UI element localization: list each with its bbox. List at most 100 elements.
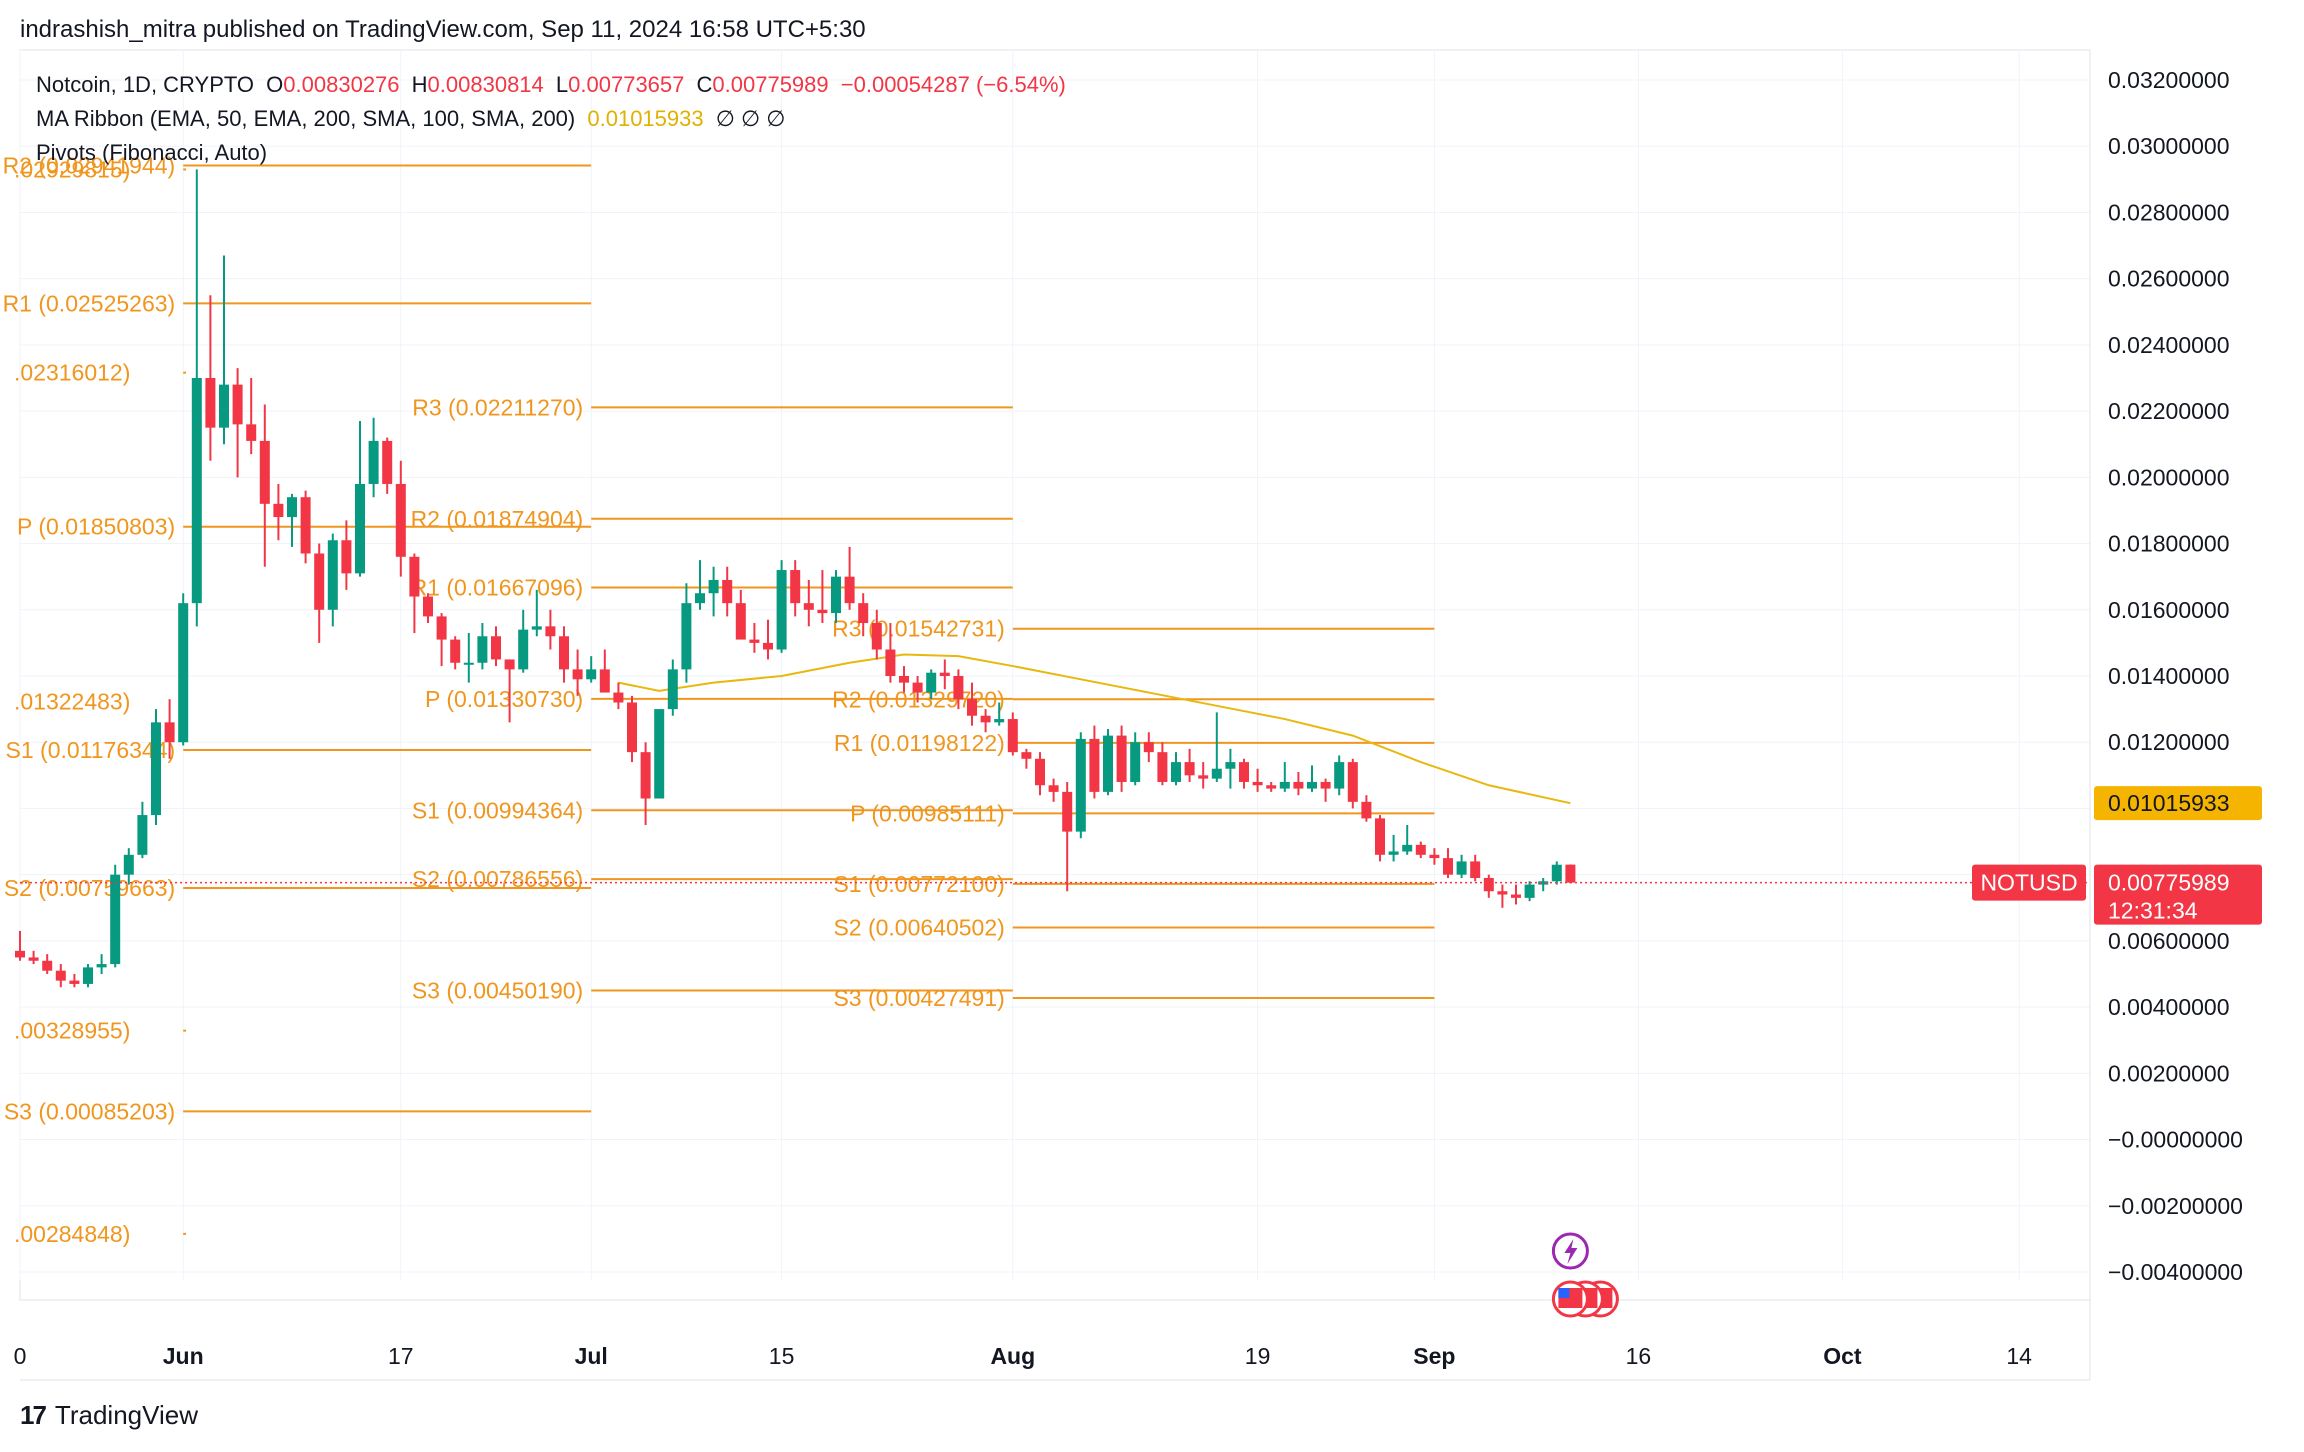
ma-ribbon-title: MA Ribbon (EMA, 50, EMA, 200, SMA, 100, … [36,106,576,131]
candle-body [708,579,719,594]
price-tick-label: 0.00600000 [2108,928,2230,954]
candle-body [1116,735,1127,782]
candle-body [55,970,66,981]
candle-body [599,669,610,693]
candle-body [1307,781,1317,789]
candle-body [1334,762,1345,789]
price-tick-label: 0.02800000 [2108,199,2230,225]
candle [1388,834,1399,862]
candle-body [1184,762,1195,776]
candle [1347,758,1358,809]
candle-body [1130,742,1141,782]
ma-ribbon-value: 0.01015933 [587,106,704,131]
candle-body [1375,818,1385,855]
candle [1103,728,1113,796]
candle [1361,795,1372,822]
price-tick-label: 0.01400000 [2108,663,2230,689]
candle-body [1007,719,1018,753]
time-tick-label: 14 [2006,1343,2032,1369]
candle [110,864,121,968]
candle-body [953,676,964,700]
price-tick-label: 0.01600000 [2108,597,2230,623]
candle [178,593,189,746]
pivot-label: S3 (0.00450190) [412,977,583,1003]
legend-symbol[interactable]: Notcoin, 1D, CRYPTO [36,72,255,97]
candle-body [994,719,1005,723]
candle [382,437,393,494]
candle-body [1035,758,1045,786]
candle [980,709,991,733]
candle [1048,778,1059,802]
candle [1211,712,1222,782]
time-tick-label: Jul [575,1343,608,1369]
candle-body [613,692,624,703]
candle-body [1225,762,1236,769]
candle [708,566,719,617]
symbol-tag-label: NOTUSD [1980,870,2077,896]
price-axis: 0.03200000 0.03000000 0.02800000 0.02600000… [2089,50,2243,1380]
candle [531,589,542,637]
candle [219,255,229,445]
candle-body [681,603,692,670]
candle-body [1266,785,1277,789]
pivot-label: .02316012) [14,360,130,386]
candle [803,579,814,627]
pivot-label: .00284848) [14,1221,130,1247]
candle [1239,758,1249,789]
legend-change: −0.00054287 (−6.54%) [840,72,1066,97]
candle-body [151,722,161,816]
candle [1307,765,1317,792]
time-axis: 0 Jun 17 Jul 15 Aug 19 Sep 16 Oct 14 [14,1343,2033,1369]
candle-body [980,715,991,723]
candle [1456,854,1467,878]
candle-body [559,636,569,670]
legend-close: 0.00775989 [712,72,829,97]
candle-body [695,593,705,604]
candle-body [627,702,637,753]
candle-body [1565,864,1576,883]
ma-layer [618,653,1571,805]
candle-body [1511,894,1521,898]
candle-body [1470,861,1481,878]
pivot-label: .02929815) [14,156,130,182]
candle [1511,884,1521,905]
candle-body [1062,791,1073,832]
candle-body [885,649,896,676]
candle [450,636,461,670]
candle-body [42,960,53,971]
candle [259,404,270,567]
candle [300,490,311,564]
time-tick-label: 0 [14,1343,27,1369]
candle [1130,732,1141,786]
candle-body [355,483,365,574]
candle [395,460,406,577]
candle-body [83,967,93,984]
price-tick-label: −0.00200000 [2108,1193,2243,1219]
tradingview-logo[interactable]: 17 TradingView [20,1400,198,1431]
candle [627,695,637,763]
candle [1035,752,1045,796]
candle [858,593,869,637]
candle [654,709,665,799]
legend-pivots[interactable]: Pivots (Fibonacci, Auto) [36,140,273,166]
pivot-label: S1 (0.00994364) [412,797,583,823]
candle [1443,848,1453,878]
ma-price-tag [2094,786,2262,821]
candle-body [926,672,937,693]
pivot-label: R1 (0.01198122) [834,730,1005,756]
candle [776,560,787,653]
legend-ma-ribbon[interactable]: MA Ribbon (EMA, 50, EMA, 200, SMA, 100, … [36,106,791,132]
candle-body [722,579,733,604]
legend-h-label: H [411,72,428,97]
time-tick-label: 19 [1245,1343,1271,1369]
candle-body [667,669,678,710]
candle-body [1320,781,1331,789]
pivot-label: R2 (0.01874904) [411,506,584,532]
candle-body [1021,752,1032,759]
candle [1279,762,1290,792]
pivots-title: Pivots (Fibonacci, Auto) [36,140,268,165]
candle [899,666,909,693]
candle [967,682,977,726]
ma-ribbon-na: ∅ ∅ ∅ [715,106,786,131]
